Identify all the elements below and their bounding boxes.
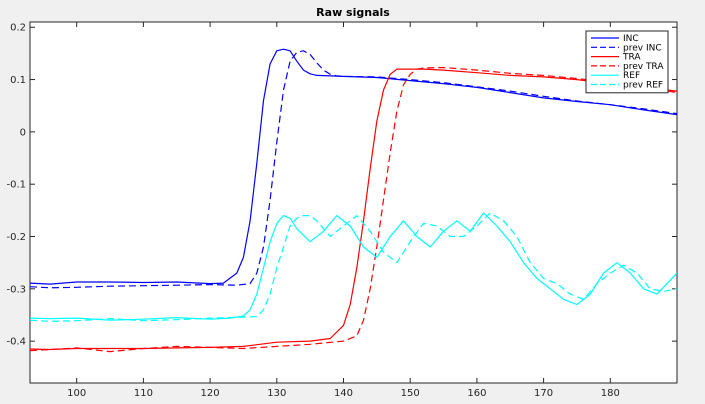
chart-title: Raw signals (316, 6, 390, 19)
y-tick-label: -0.1 (6, 180, 26, 191)
series-line-prev-inc (30, 50, 677, 289)
y-tick-label: -0.3 (6, 284, 26, 295)
x-tick-label: 160 (467, 388, 486, 399)
y-tick-label: -0.2 (6, 232, 26, 243)
x-tick-label: 100 (67, 388, 86, 399)
x-tick-label: 130 (267, 388, 286, 399)
x-axis: 100 110 120 130 140 150 160 170 180 (67, 22, 620, 399)
series-line-tra (30, 68, 677, 351)
plot-area (29, 21, 678, 384)
x-tick-label: 170 (534, 388, 553, 399)
legend-label: TRA (622, 53, 641, 63)
legend-label: INC (623, 34, 639, 44)
legend-label: prev INC (623, 43, 662, 53)
x-tick-label: 120 (201, 388, 220, 399)
legend-label: REF (623, 71, 640, 81)
series-line-prev-tra (30, 66, 677, 353)
series-line-prev-ref (30, 212, 677, 322)
x-tick-label: 150 (401, 388, 420, 399)
legend-box (585, 30, 669, 94)
x-tick-label: 110 (134, 388, 153, 399)
series-lines (30, 48, 677, 353)
series-line-inc (30, 48, 677, 285)
y-axis: -0.4 -0.3 -0.2 -0.1 0 0.1 0.2 (6, 23, 677, 348)
legend-label: prev REF (623, 81, 663, 91)
y-tick-label: 0 (20, 127, 26, 138)
y-tick-label: 0.1 (10, 75, 26, 86)
x-tick-label: 140 (334, 388, 353, 399)
legend-label: prev TRA (623, 62, 664, 72)
x-tick-label: 180 (601, 388, 620, 399)
y-tick-label: 0.2 (10, 23, 26, 34)
y-tick-label: -0.4 (6, 337, 26, 348)
